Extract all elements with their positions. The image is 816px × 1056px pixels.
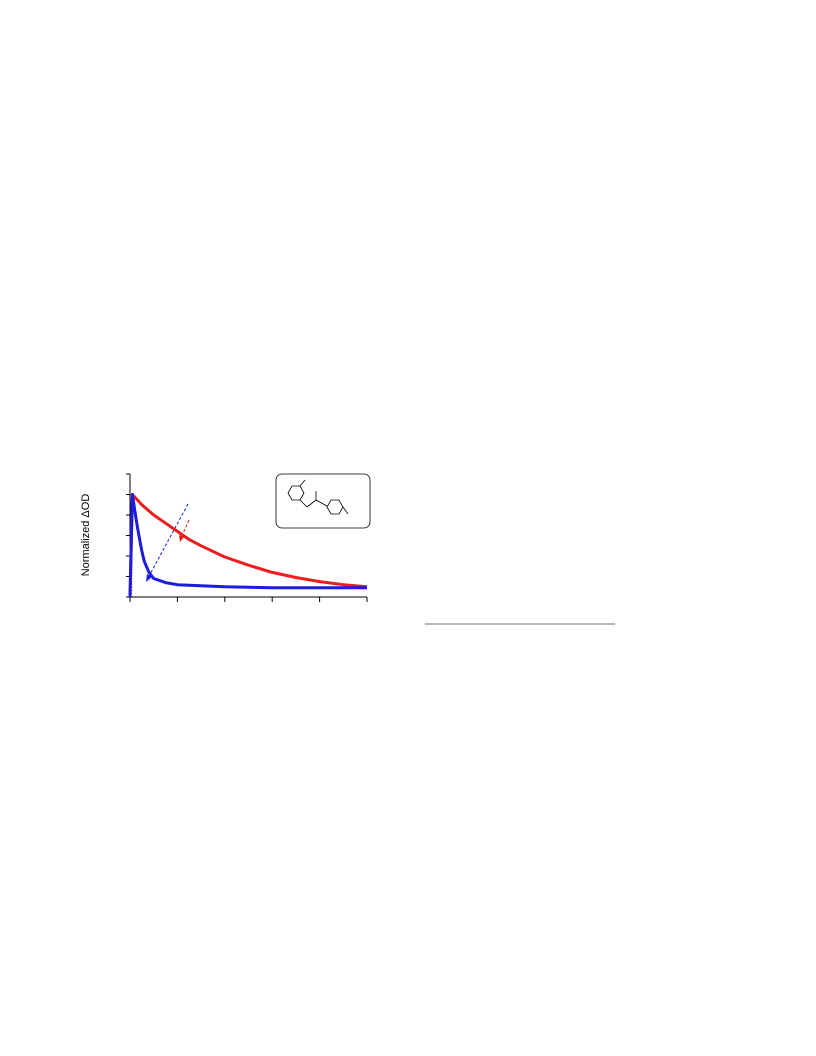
y-axis-label: Normalized ΔOD (80, 494, 92, 577)
data-line (128, 493, 368, 598)
inset-structure (275, 473, 371, 529)
data-line (128, 493, 367, 598)
